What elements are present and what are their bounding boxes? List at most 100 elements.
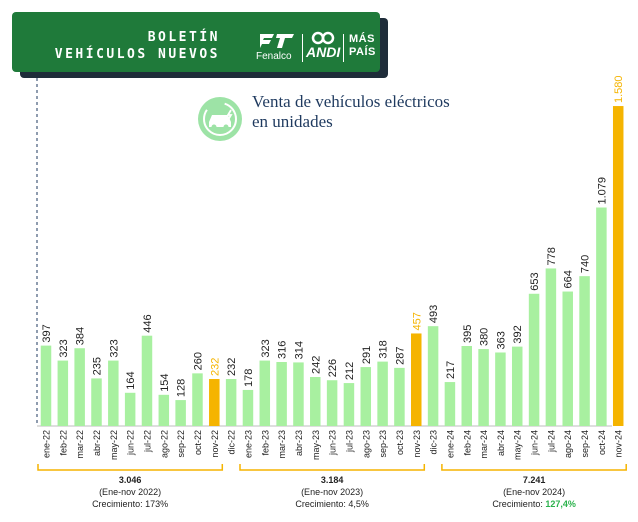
bar [326, 380, 338, 427]
bar [40, 345, 52, 426]
x-tick-label: dic-23 [429, 430, 439, 455]
bar-value-label: 397 [41, 324, 53, 342]
bar-value-label: 242 [310, 356, 322, 374]
bar-value-label: 1.580 [613, 76, 625, 104]
x-tick-label: sep-23 [378, 430, 388, 458]
period-growth: Crecimiento: 127,4% [492, 499, 576, 509]
bar [310, 377, 321, 427]
bar-value-label: 392 [512, 325, 524, 343]
bar [394, 367, 405, 426]
x-tick-label: ago-24 [563, 430, 573, 458]
andi-logo-icon [311, 31, 335, 45]
bar [175, 400, 186, 426]
bar-value-label: 384 [75, 327, 87, 345]
bar-value-label: 260 [192, 352, 204, 370]
bar-value-label: 217 [445, 361, 457, 379]
bar-value-label: 226 [327, 359, 339, 377]
bar [411, 333, 422, 426]
bar-value-label: 212 [344, 362, 356, 380]
bar-value-label: 323 [260, 339, 272, 357]
chart-title: Venta de vehículos eléctricos en unidade… [252, 92, 450, 132]
x-tick-label: may-22 [109, 430, 119, 460]
bar-value-label: 128 [176, 379, 188, 397]
bar [276, 362, 287, 426]
x-tick-label: abr-22 [92, 430, 102, 456]
period-range: (Ene-nov 2023) [301, 487, 364, 497]
bar [579, 276, 590, 426]
bar-value-label: 323 [108, 339, 120, 357]
bar [596, 207, 607, 426]
bar-value-label: 232 [226, 358, 238, 376]
andi-logo-label: ANDI [306, 44, 341, 60]
x-tick-label: may-24 [513, 430, 523, 460]
bar-value-label: 287 [394, 347, 406, 365]
period-range: (Ene-nov 2022) [99, 487, 162, 497]
banner-title-line-2: VEHÍCULOS NUEVOS [54, 47, 220, 62]
period-range: (Ene-nov 2024) [503, 487, 566, 497]
x-tick-label: nov-22 [210, 430, 220, 458]
bar [242, 389, 254, 426]
bar-value-label: 178 [243, 369, 255, 387]
x-tick-label: mar-24 [479, 430, 489, 459]
bar-value-label: 493 [428, 305, 440, 323]
bar [225, 379, 237, 426]
x-tick-label: jul-24 [546, 430, 556, 453]
bar [478, 349, 489, 426]
period-growth: Crecimiento: 4,5% [295, 499, 369, 509]
period-summary: 3.046 (Ene-nov 2022) Crecimiento: 173% [60, 474, 200, 510]
x-tick-label: mar-23 [277, 430, 287, 459]
bar [444, 382, 456, 426]
bar [511, 346, 523, 426]
bar-value-label: 318 [378, 340, 390, 358]
bar-value-label: 232 [209, 358, 221, 376]
x-tick-label: oct-22 [193, 430, 203, 455]
period-bracket [239, 464, 426, 471]
bar [427, 326, 439, 426]
bar-value-label: 323 [58, 339, 70, 357]
maspais-logo-line-2: PAÍS [349, 46, 376, 58]
x-tick-label: oct-23 [395, 430, 405, 455]
bar [377, 361, 388, 427]
bar-value-label: 154 [159, 373, 171, 391]
bar-value-label: 1.079 [596, 177, 608, 205]
maspais-logo-line-1: MÁS [349, 33, 375, 45]
bar-value-label: 363 [495, 331, 507, 349]
x-tick-label: may-23 [311, 430, 321, 460]
x-tick-label: jun-22 [126, 430, 136, 456]
bar [259, 360, 271, 426]
bar [360, 367, 372, 426]
bar [124, 392, 136, 426]
x-tick-label: jun-23 [328, 430, 338, 456]
x-tick-label: nov-24 [614, 430, 624, 458]
x-tick-label: jul-22 [142, 430, 152, 453]
bar-value-label: 380 [479, 328, 491, 346]
bar [528, 293, 540, 426]
bar [108, 360, 119, 426]
bar-value-label: 446 [142, 314, 154, 332]
bar-value-label: 653 [529, 272, 541, 290]
period-total: 7.241 [522, 475, 546, 485]
x-tick-label: sep-22 [176, 430, 186, 458]
x-tick-label: ago-23 [361, 430, 371, 458]
chart-title-line-2: en unidades [252, 112, 333, 131]
bar-value-label: 235 [91, 357, 103, 375]
x-tick-label: oct-24 [597, 430, 607, 455]
x-tick-label: ago-22 [159, 430, 169, 458]
x-tick-label: abr-23 [294, 430, 304, 456]
bar [141, 335, 153, 427]
period-summary: 3.184 (Ene-nov 2023) Crecimiento: 4,5% [262, 474, 402, 510]
bar-value-label: 457 [411, 312, 423, 330]
bar [91, 378, 102, 426]
banner-title-line-1: BOLETÍN [147, 30, 220, 45]
period-total: 3.046 [118, 475, 142, 485]
bar [612, 106, 624, 427]
bar-value-label: 316 [277, 341, 289, 359]
period-summary: 7.241 (Ene-nov 2024) Crecimiento: 127,4% [464, 474, 604, 510]
bar-value-label: 395 [462, 325, 474, 343]
bar [495, 352, 506, 426]
x-tick-label: ene-24 [445, 430, 455, 458]
x-tick-label: jun-24 [530, 430, 540, 456]
period-total: 3.184 [320, 475, 344, 485]
bar-value-label: 778 [546, 247, 558, 265]
